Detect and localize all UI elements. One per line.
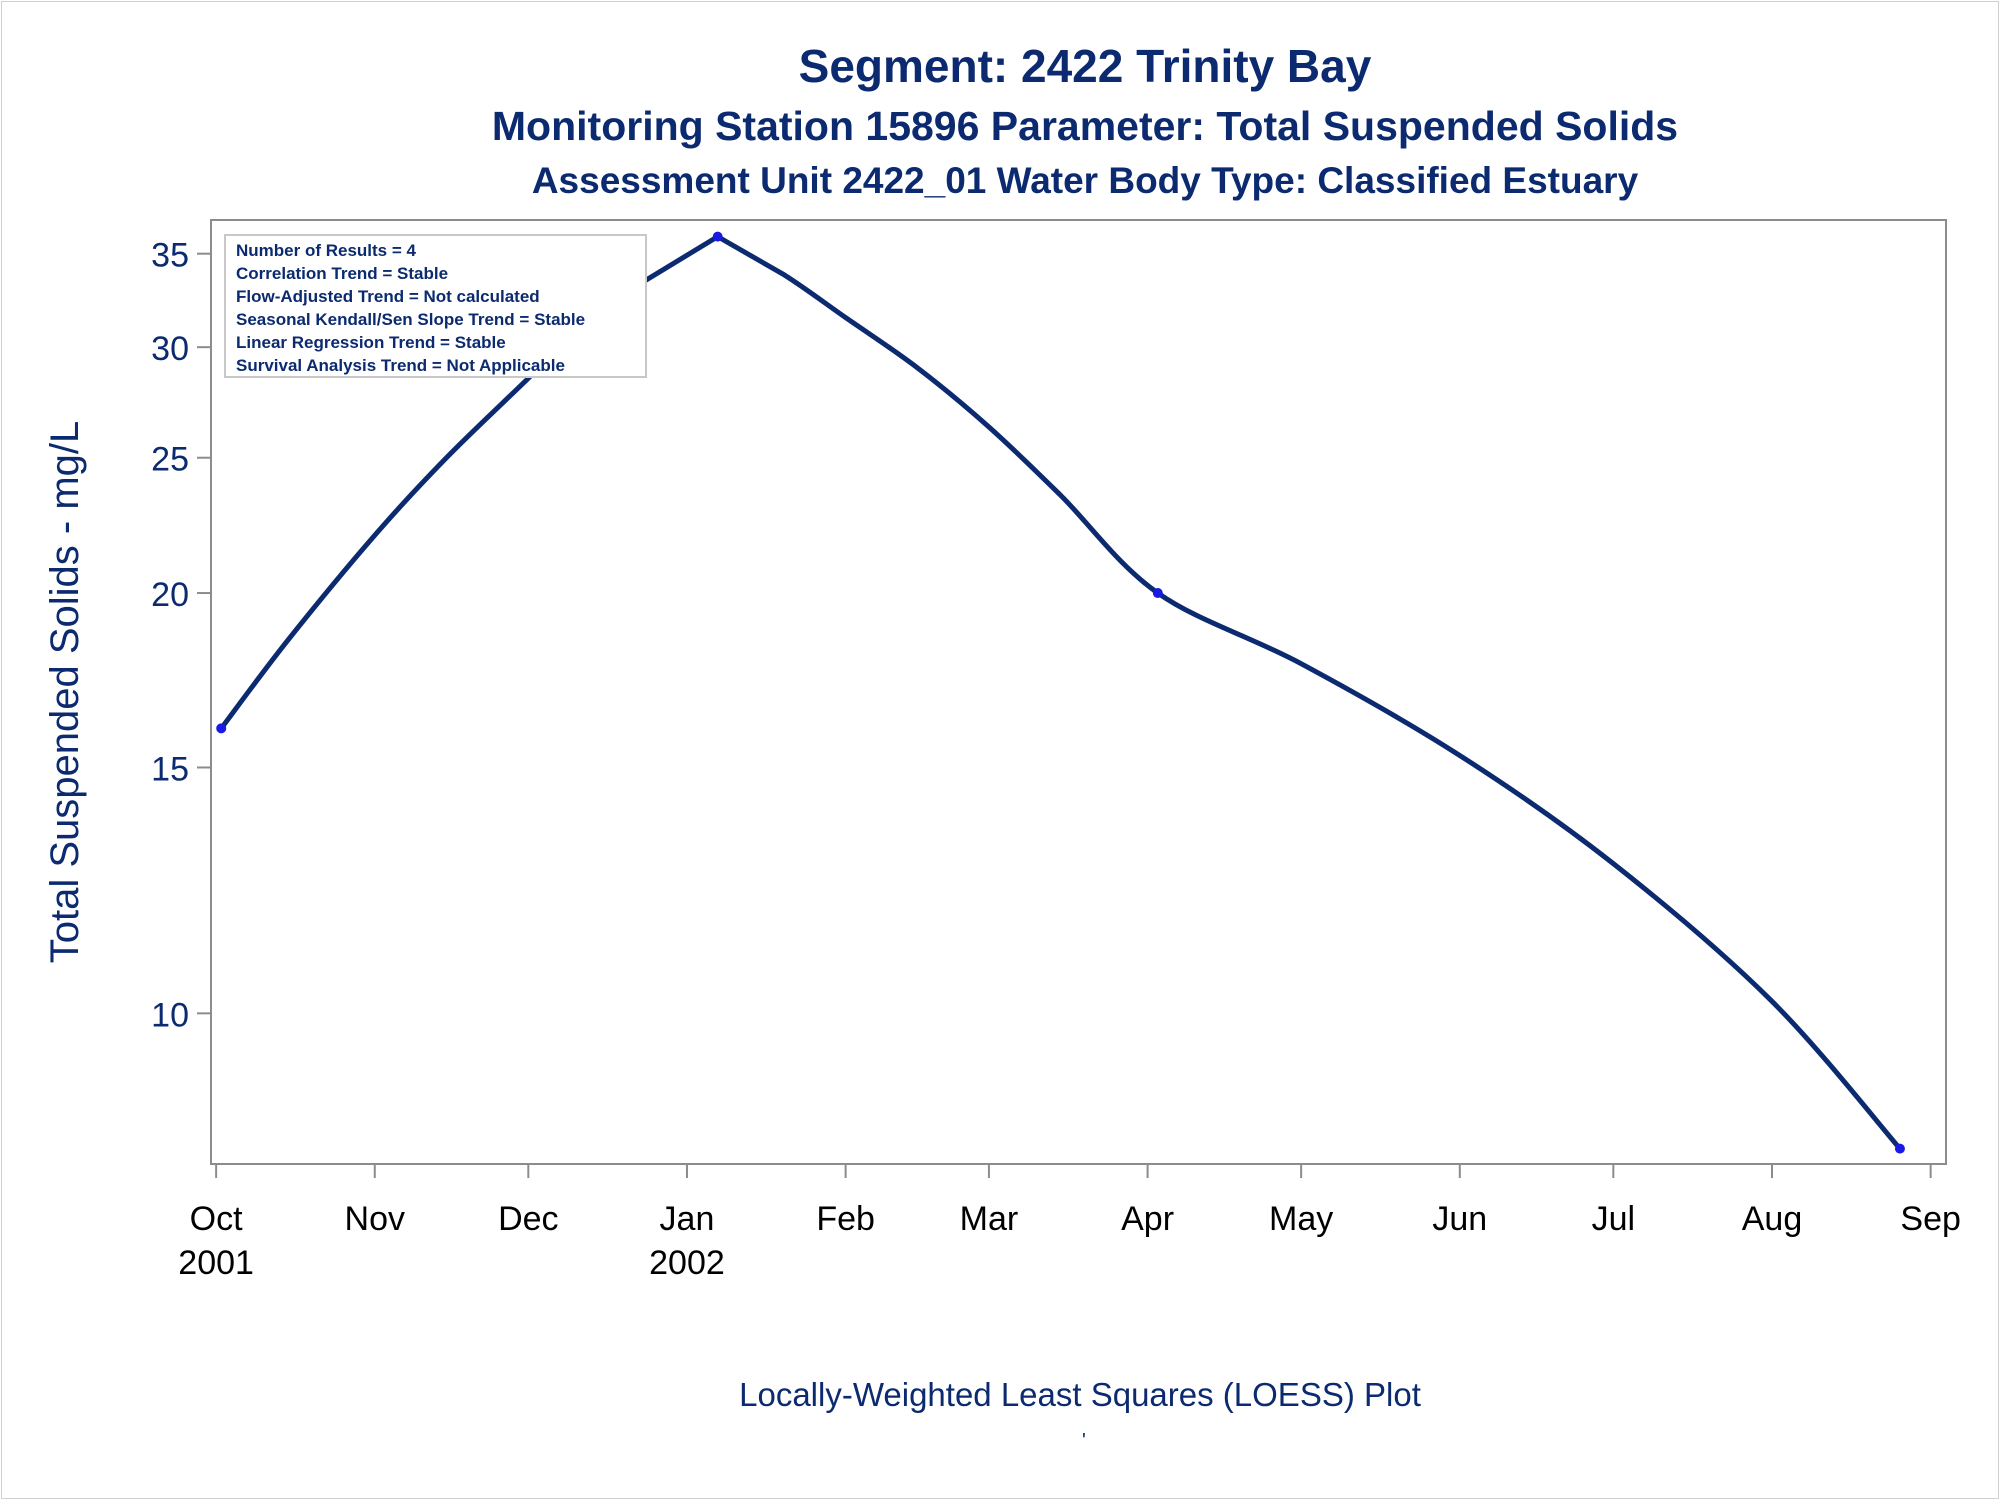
plot-area bbox=[210, 219, 1947, 1165]
x-axis: Oct 2001 Nov Dec Jan 2002 Feb Mar Apr May Jun Jul Au… bbox=[178, 1164, 1961, 1282]
x-tick-label: Feb bbox=[816, 1200, 875, 1238]
x-tick-label: Aug bbox=[1742, 1200, 1803, 1238]
loess-line bbox=[219, 234, 1902, 1151]
footnote-mark: ' bbox=[1082, 1430, 1086, 1452]
x-tick-label: Mar bbox=[960, 1200, 1019, 1238]
stats-inset-box bbox=[224, 234, 647, 378]
y-tick-label: 30 bbox=[151, 330, 189, 368]
inset-stat-line: Seasonal Kendall/Sen Slope Trend = Stabl… bbox=[236, 310, 585, 329]
y-tick-label: 10 bbox=[151, 996, 189, 1034]
chart-subtitle: Monitoring Station 15896 Parameter: Tota… bbox=[491, 103, 1679, 149]
loess-series bbox=[216, 231, 1905, 1154]
x-tick-label: Oct bbox=[190, 1200, 243, 1238]
chart-subtitle-2: Assessment Unit 2422_01 Water Body Type:… bbox=[531, 160, 1639, 201]
x-tick-label: Sep bbox=[1900, 1200, 1961, 1238]
y-tick-label: 20 bbox=[151, 576, 189, 614]
footnote-text: Locally-Weighted Least Squares (LOESS) P… bbox=[739, 1376, 1421, 1413]
inset-stat-line: Flow-Adjusted Trend = Not calculated bbox=[236, 287, 540, 306]
x-tick-label: Jun bbox=[1432, 1200, 1487, 1238]
chart-title: Segment: 2422 Trinity Bay bbox=[798, 40, 1372, 92]
data-point bbox=[216, 723, 227, 734]
y-tick-label: 15 bbox=[151, 750, 189, 788]
x-tick-year-label: 2002 bbox=[649, 1244, 725, 1282]
x-tick-label: Nov bbox=[345, 1200, 405, 1238]
y-axis-label: Total Suspended Solids - mg/L bbox=[43, 421, 87, 964]
inset-stat-line: Correlation Trend = Stable bbox=[236, 264, 448, 283]
x-tick-label: Jan bbox=[660, 1200, 715, 1238]
data-point bbox=[712, 231, 723, 242]
y-tick-label: 25 bbox=[151, 441, 189, 479]
x-tick-year-label: 2001 bbox=[178, 1244, 254, 1282]
x-tick-label: May bbox=[1269, 1200, 1333, 1238]
inset-stat-line: Linear Regression Trend = Stable bbox=[236, 333, 506, 352]
y-axis: 10 15 20 25 30 35 bbox=[151, 237, 211, 1034]
data-point bbox=[1152, 588, 1163, 599]
x-tick-label: Dec bbox=[498, 1200, 558, 1238]
x-tick-label: Jul bbox=[1592, 1200, 1635, 1238]
chart-titles: Segment: 2422 Trinity Bay Monitoring Sta… bbox=[0, 36, 2000, 206]
stats-inset: Number of Results = 4 Correlation Trend =… bbox=[224, 234, 647, 378]
y-tick-label: 35 bbox=[151, 237, 189, 275]
footnote: Locally-Weighted Least Squares (LOESS) P… bbox=[0, 1376, 2000, 1414]
inset-stat-line: Survival Analysis Trend = Not Applicable bbox=[236, 356, 565, 375]
inset-stat-line: Number of Results = 4 bbox=[236, 241, 417, 260]
x-tick-label: Apr bbox=[1121, 1200, 1174, 1238]
data-point bbox=[1894, 1143, 1905, 1154]
